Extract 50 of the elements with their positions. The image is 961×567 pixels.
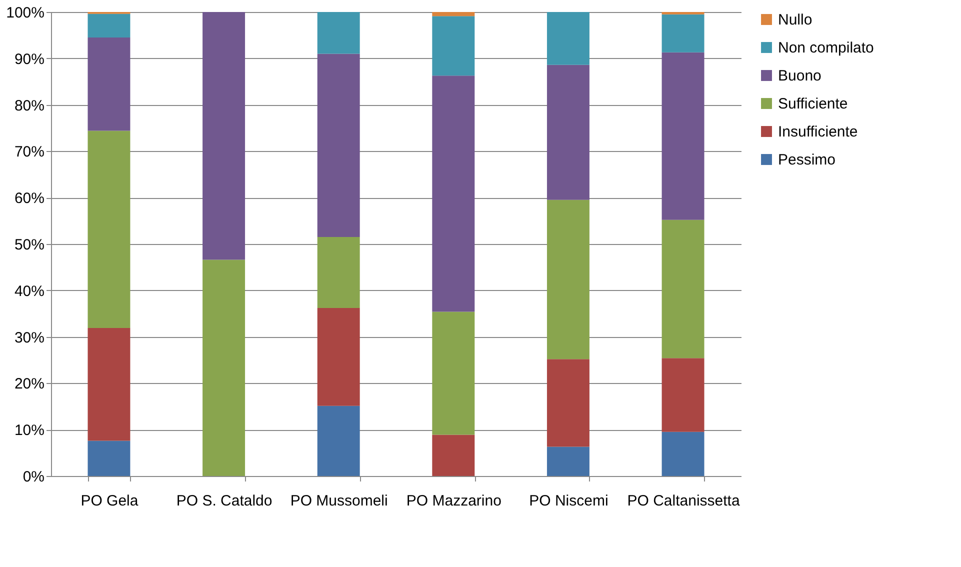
bar bbox=[88, 14, 130, 38]
bar bbox=[317, 237, 360, 308]
x-tick-label: PO Gela bbox=[80, 492, 139, 510]
bar bbox=[432, 434, 475, 476]
bar bbox=[202, 260, 246, 476]
bar bbox=[662, 14, 704, 52]
bar bbox=[432, 312, 475, 435]
legend-label: Nullo bbox=[778, 12, 812, 28]
bar bbox=[546, 12, 590, 65]
y-tick-label: 100% bbox=[6, 4, 44, 22]
bar bbox=[546, 200, 590, 360]
y-tick-label: 80% bbox=[14, 97, 44, 114]
bar bbox=[88, 440, 130, 476]
y-tick-label: 50% bbox=[14, 236, 44, 254]
y-tick-label: 0% bbox=[22, 468, 44, 486]
bar bbox=[88, 130, 130, 328]
bar bbox=[432, 76, 475, 312]
legend-label: Pessimo bbox=[778, 152, 836, 168]
x-tick-label: PO Mussomeli bbox=[290, 492, 388, 510]
bar bbox=[432, 16, 475, 76]
bar bbox=[317, 308, 360, 406]
legend-label: Sufficiente bbox=[778, 96, 848, 112]
legend-label: Non compilato bbox=[778, 40, 874, 56]
y-tick-label: 40% bbox=[14, 282, 44, 300]
y-tick-label: 60% bbox=[14, 190, 44, 208]
x-tick-label: PO Niscemi bbox=[529, 492, 608, 510]
bar bbox=[432, 12, 475, 16]
x-tick-label: PO S. Cataldo bbox=[176, 492, 272, 510]
bar bbox=[662, 432, 704, 476]
y-tick-label: 30% bbox=[14, 329, 44, 346]
legend-label: Insufficiente bbox=[778, 124, 858, 140]
bar bbox=[317, 54, 360, 238]
x-tick-label: PO Caltanissetta bbox=[627, 492, 740, 510]
bar bbox=[88, 328, 130, 441]
bar bbox=[662, 358, 704, 432]
bar bbox=[202, 12, 246, 260]
bar bbox=[662, 52, 704, 220]
bar bbox=[662, 220, 704, 358]
y-tick-label: 90% bbox=[14, 50, 44, 68]
bar bbox=[317, 12, 360, 54]
bar bbox=[546, 64, 590, 200]
y-tick-label: 10% bbox=[14, 422, 44, 440]
bar bbox=[88, 38, 130, 131]
bar bbox=[546, 446, 590, 476]
bar bbox=[546, 359, 590, 447]
legend-label: Buono bbox=[778, 68, 822, 84]
y-tick-label: 70% bbox=[14, 144, 44, 161]
bar bbox=[317, 406, 360, 476]
y-tick-label: 20% bbox=[14, 376, 44, 393]
x-tick-label: PO Mazzarino bbox=[406, 492, 502, 510]
